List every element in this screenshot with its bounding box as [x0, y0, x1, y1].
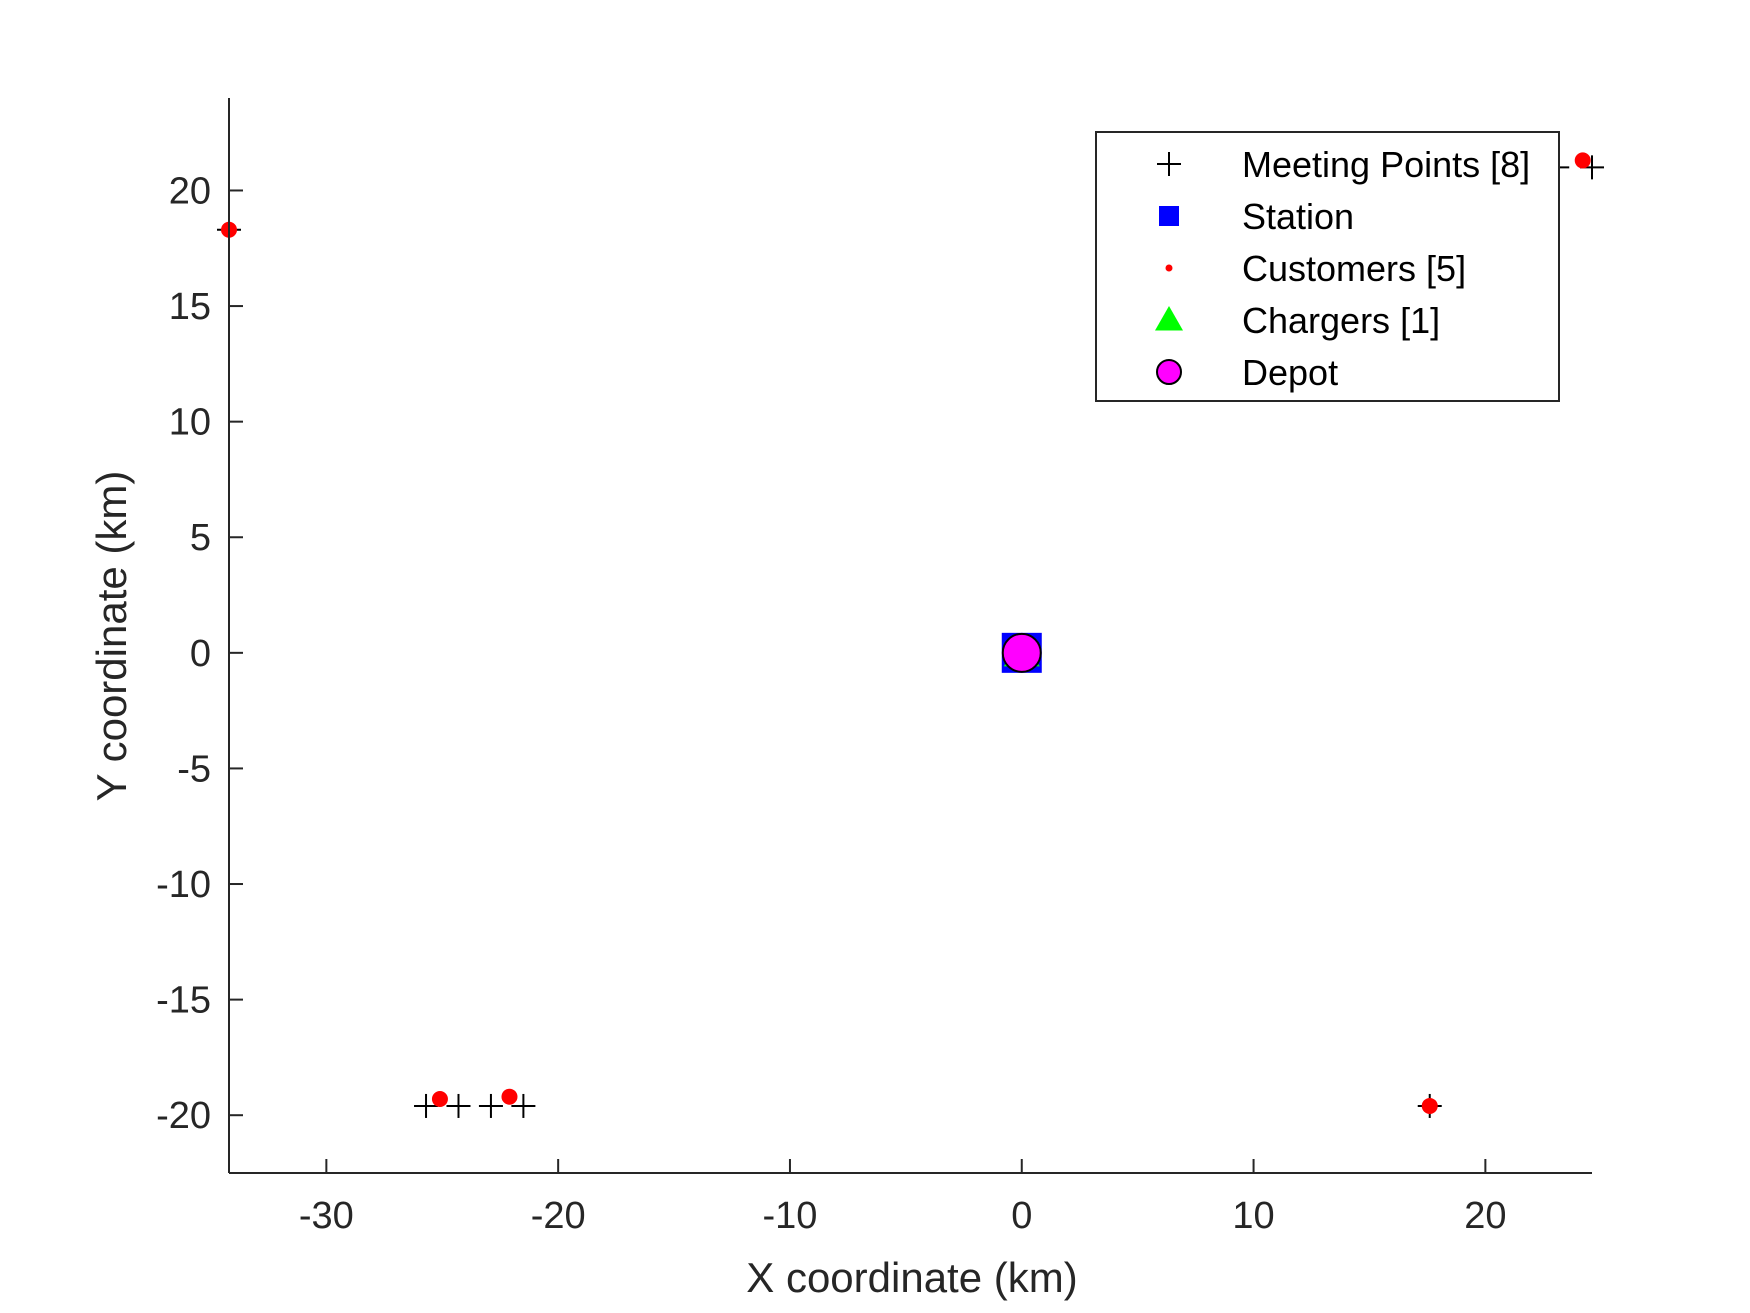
- legend-item: Station: [1159, 196, 1354, 237]
- station-marker: [1159, 206, 1179, 226]
- customer-marker: [1421, 1097, 1438, 1114]
- meeting-point-marker: [511, 1093, 536, 1118]
- legend-item: Customers [5]: [1165, 248, 1466, 289]
- plot-marks: [217, 152, 1604, 1118]
- x-tick-label: 20: [1464, 1195, 1506, 1237]
- legend-item: Depot: [1156, 352, 1338, 393]
- legend-label: Customers [5]: [1242, 248, 1466, 289]
- legend-label: Station: [1242, 196, 1354, 237]
- y-tick-label: 10: [169, 402, 211, 444]
- x-tick-label: -30: [299, 1195, 354, 1237]
- x-tick-label: 0: [1011, 1195, 1032, 1237]
- y-tick-label: -15: [156, 980, 211, 1022]
- legend-label: Chargers [1]: [1242, 300, 1440, 341]
- axes: -30 -20 -10 0 10 20 -20 -15 -10 -5 0 5 10 15 20: [156, 98, 1592, 1237]
- legend-label: Depot: [1242, 352, 1338, 393]
- legend: Meeting Points [8] Station Customers [5] Ch…: [1095, 131, 1560, 402]
- customer-marker: [1165, 264, 1173, 272]
- legend-item: Meeting Points [8]: [1157, 144, 1530, 185]
- y-ticks: -20 -15 -10 -5 0 5 10 15 20: [156, 170, 243, 1137]
- x-tick-label: -20: [531, 1195, 586, 1237]
- y-tick-label: -5: [177, 748, 211, 790]
- x-tick-label: 10: [1232, 1195, 1274, 1237]
- depot-marker: [1156, 359, 1182, 385]
- customer-marker: [1574, 152, 1591, 169]
- legend-item: Chargers [1]: [1155, 300, 1440, 341]
- y-tick-label: -10: [156, 864, 211, 906]
- y-tick-label: -20: [156, 1095, 211, 1137]
- customer-marker: [501, 1088, 518, 1105]
- depot-marker: [1001, 632, 1042, 673]
- y-tick-label: 5: [190, 517, 211, 559]
- meeting-point-marker: [478, 1093, 503, 1118]
- y-tick-label: 15: [169, 286, 211, 328]
- x-axis-label: X coordinate (km): [746, 1254, 1077, 1301]
- customer-marker: [431, 1091, 448, 1108]
- y-axis-label: Y coordinate (km): [88, 471, 135, 802]
- x-tick-label: -10: [763, 1195, 818, 1237]
- x-ticks: -30 -20 -10 0 10 20: [299, 1159, 1507, 1237]
- meeting-point-marker: [414, 1093, 439, 1118]
- legend-box: [1095, 131, 1560, 402]
- legend-label: Meeting Points [8]: [1242, 144, 1530, 185]
- y-tick-label: 0: [190, 633, 211, 675]
- meeting-point-marker: [1157, 152, 1181, 176]
- y-tick-label: 20: [169, 170, 211, 212]
- meeting-point-marker: [446, 1093, 471, 1118]
- charger-marker: [1155, 306, 1183, 331]
